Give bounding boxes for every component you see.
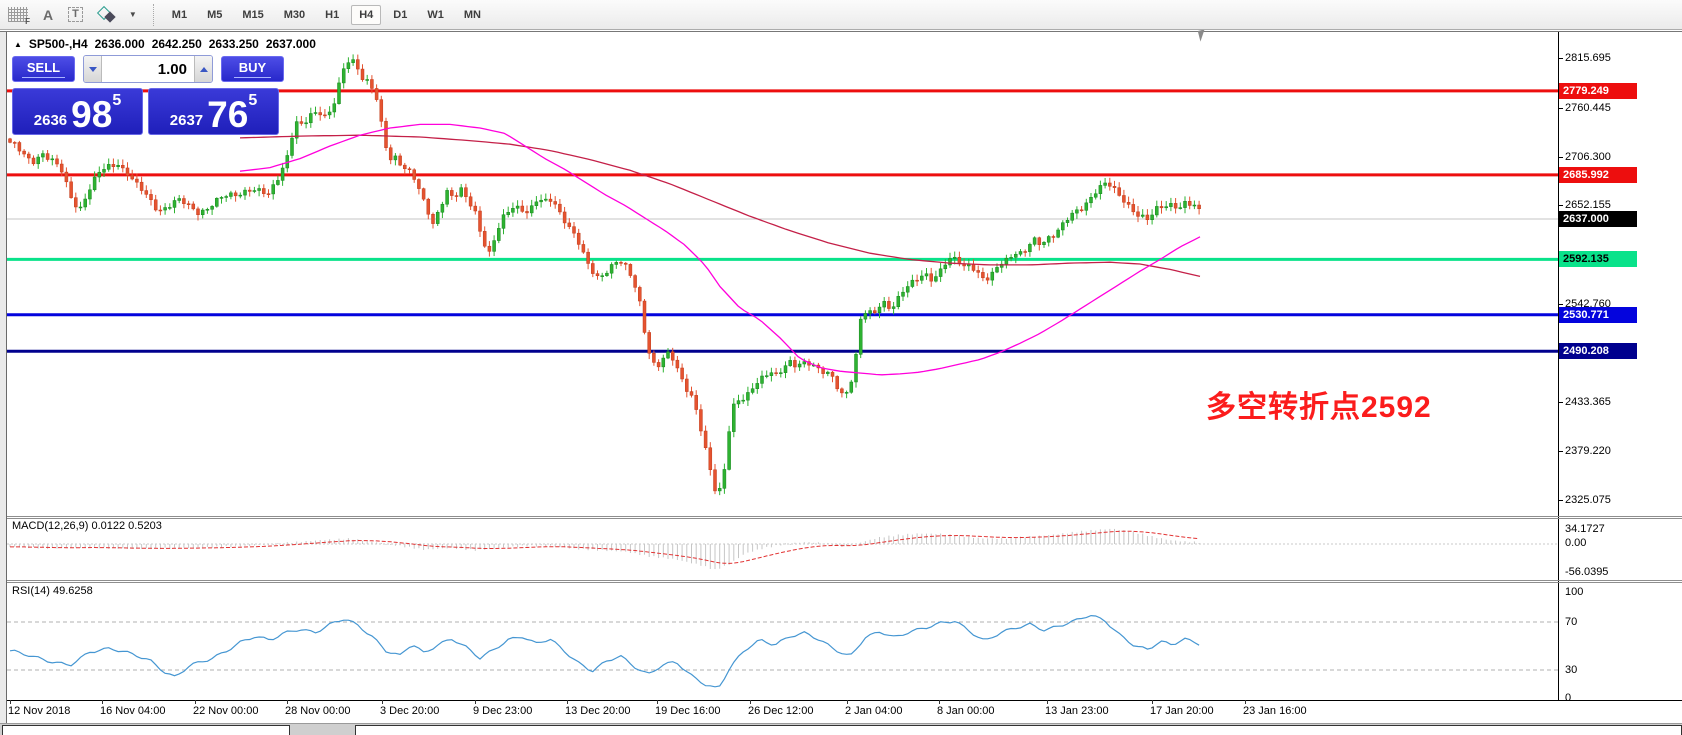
chart-annotation-text: 多空转折点2592	[1206, 391, 1432, 424]
macd-signal-line	[10, 530, 1200, 564]
ma-slow-line	[239, 134, 1201, 278]
timeframe-button-MN[interactable]: MN	[456, 5, 489, 25]
buy-price-display[interactable]: 2637 76 5	[148, 88, 279, 135]
rsi-label: RSI(14) 49.6258	[12, 585, 93, 597]
bottom-strip-box	[2, 725, 290, 735]
horizontal-lines-layer	[7, 89, 1558, 353]
window-left-frame	[0, 31, 7, 723]
chart-top-border	[0, 31, 1682, 32]
timeframe-button-H4[interactable]: H4	[351, 4, 382, 25]
symbol-header: ▲ SP500-,H4 2636.000 2642.250 2633.250 2…	[14, 37, 316, 51]
timeframe-button-M5[interactable]: M5	[199, 5, 230, 25]
volume-increase-button[interactable]	[194, 56, 212, 82]
panel-splitter[interactable]	[7, 518, 1682, 519]
ohlc-high: 2642.250	[151, 37, 202, 51]
macd-label: MACD(12,26,9) 0.0122 0.5203	[12, 520, 162, 532]
panel-splitter[interactable]	[7, 516, 1682, 517]
ohlc-low: 2633.250	[208, 37, 259, 51]
ohlc-open: 2636.000	[94, 37, 145, 51]
time-axis-border	[7, 700, 1682, 701]
timeframe-group: M1 M5 M15 M30 H1 H4 D1 W1 MN	[164, 4, 489, 25]
panel-splitter[interactable]	[7, 582, 1682, 583]
timeframe-button-M15[interactable]: M15	[234, 5, 271, 25]
timeframe-button-W1[interactable]: W1	[419, 5, 452, 25]
volume-control	[83, 55, 213, 83]
dropdown-caret-icon[interactable]: ▼	[128, 10, 137, 19]
timeframe-button-M30[interactable]: M30	[276, 5, 313, 25]
symbol-name: SP500-,H4	[28, 37, 88, 51]
shapes-icon[interactable]	[96, 5, 120, 23]
macd-panel	[7, 528, 1558, 570]
timeframe-button-M1[interactable]: M1	[164, 5, 195, 25]
timeframe-button-D1[interactable]: D1	[385, 5, 415, 25]
panel-splitter[interactable]	[7, 580, 1682, 581]
price-axis-line	[1558, 32, 1559, 700]
bottom-strip-box	[355, 725, 1682, 735]
ohlc-close: 2637.000	[265, 37, 316, 51]
crosshair-grid-icon[interactable]: F	[8, 7, 30, 26]
up-arrow-icon	[199, 66, 208, 72]
text-label-icon[interactable]: A	[43, 6, 54, 23]
volume-input[interactable]	[102, 56, 194, 82]
sell-price-display[interactable]: 2636 98 5	[12, 88, 143, 135]
buy-button[interactable]: BUY	[221, 56, 284, 82]
candles-layer	[8, 54, 1201, 496]
down-arrow-icon	[88, 66, 97, 72]
bottom-strip	[0, 723, 1682, 735]
rsi-panel	[7, 614, 1558, 688]
symbol-arrow-icon: ▲	[14, 39, 22, 49]
ma-fast-line	[239, 123, 1201, 376]
timeframe-button-H1[interactable]: H1	[317, 5, 347, 25]
toolbar-separator	[152, 3, 154, 26]
volume-decrease-button[interactable]	[84, 56, 102, 82]
toolbar: F A T ▼ M1 M5 M15 M30 H1 H4 D1 W1 MN	[0, 0, 1682, 30]
sell-button[interactable]: SELL	[12, 56, 75, 82]
rsi-line	[9, 614, 1200, 688]
text-box-icon[interactable]: T	[68, 7, 83, 22]
